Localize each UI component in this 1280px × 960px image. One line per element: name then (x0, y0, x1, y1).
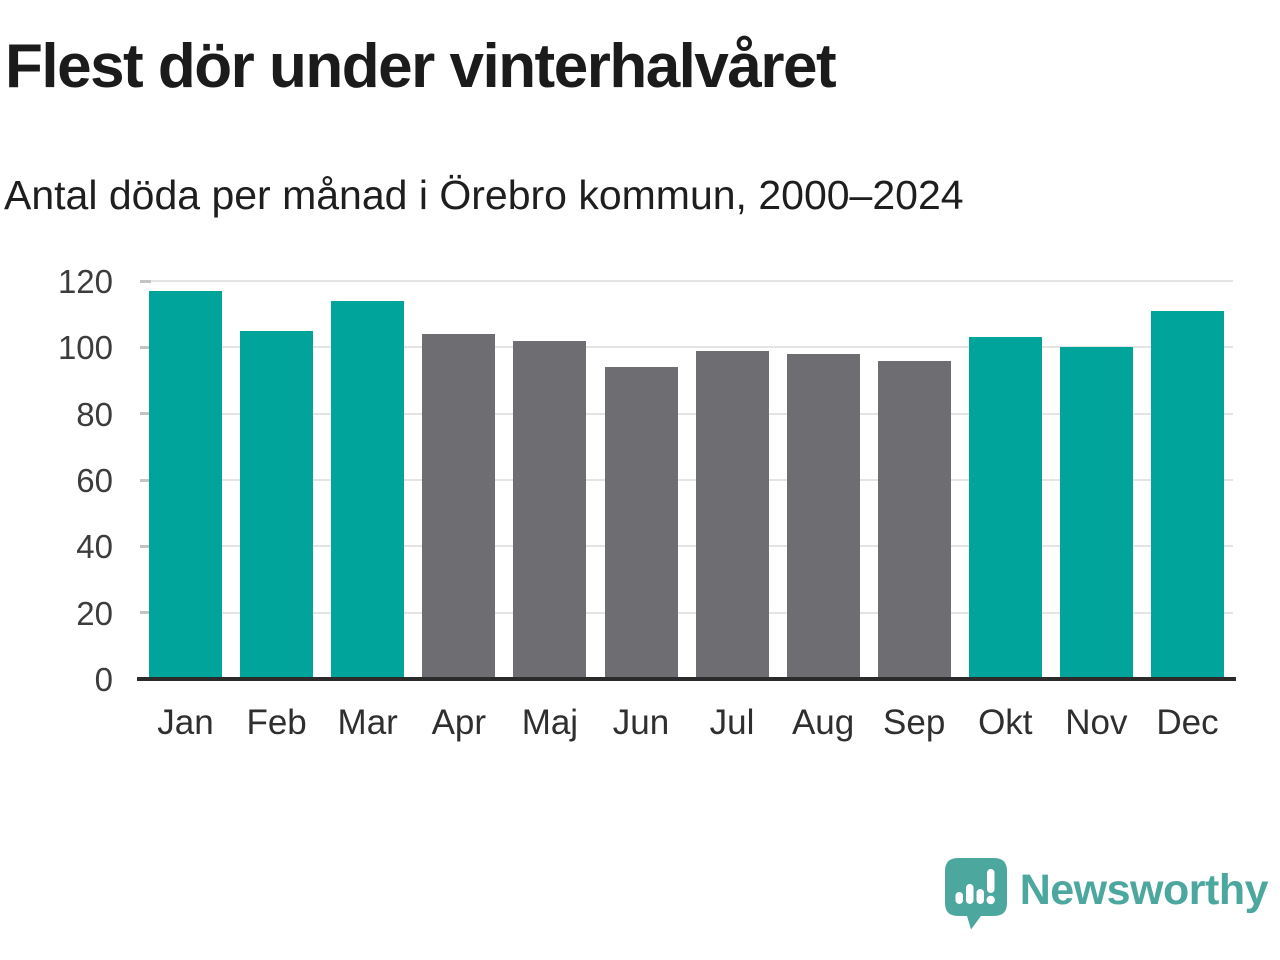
logo-bar-2 (965, 884, 974, 904)
bar-aug (786, 354, 860, 679)
x-axis-label-jan: Jan (157, 703, 214, 742)
y-axis-tick-100 (140, 345, 151, 349)
x-axis-label-okt: Okt (978, 703, 1033, 742)
y-axis-label-40: 40 (76, 528, 113, 566)
y-axis-label-60: 60 (76, 462, 113, 499)
bar-dec (1151, 310, 1224, 679)
bar-maj (513, 340, 587, 679)
bar-feb (240, 330, 314, 679)
chart-title: Flest dör under vinterhalvåret (5, 32, 837, 101)
gridline-20 (140, 611, 1233, 614)
bar-mar (331, 300, 405, 679)
x-axis-label-feb: Feb (246, 703, 307, 742)
bar-jun (604, 367, 678, 679)
chart-subtitle: Antal döda per månad i Örebro kommun, 20… (4, 172, 964, 218)
x-axis-label-dec: Dec (1156, 703, 1219, 742)
x-axis-label-jun: Jun (612, 703, 670, 742)
y-axis-tick-80 (140, 412, 151, 416)
bar-apr (422, 334, 496, 679)
publisher-logo: Newsworthy (944, 858, 1269, 930)
y-axis-tick-60 (140, 478, 151, 482)
logo-bar-1 (955, 892, 963, 904)
gridline-100 (140, 346, 1233, 349)
gridline-80 (140, 412, 1233, 415)
x-axis-label-jul: Jul (709, 703, 755, 742)
y-axis-label-100: 100 (57, 329, 113, 367)
y-axis-label-120: 120 (57, 263, 113, 300)
x-axis-label-maj: Maj (521, 703, 579, 742)
y-axis-tick-20 (140, 611, 151, 615)
y-axis-label-0: 0 (94, 661, 113, 698)
gridline-120 (140, 280, 1233, 282)
plot-area (140, 279, 1233, 679)
bar-nov (1059, 347, 1133, 679)
y-axis-tick-120 (140, 279, 151, 283)
y-axis-tick-40 (140, 544, 151, 548)
logo-bar-3 (976, 889, 984, 904)
y-axis-label-80: 80 (76, 395, 113, 433)
x-axis-label-mar: Mar (337, 703, 398, 742)
x-axis-label-apr: Apr (431, 703, 487, 742)
bar-sep (877, 360, 951, 679)
newsworthy-logo-text: Newsworthy (1019, 865, 1269, 914)
logo-exclamation-dot (986, 895, 995, 905)
y-axis-label-20: 20 (76, 594, 113, 632)
newsworthy-logo-icon (944, 858, 1007, 930)
gridline-40 (140, 545, 1233, 548)
x-axis-label-aug: Aug (791, 703, 855, 742)
x-axis-label-nov: Nov (1065, 703, 1128, 742)
speech-bubble-shape (944, 858, 1007, 930)
x-axis-label-sep: Sep (883, 703, 946, 742)
bar-okt (968, 337, 1042, 679)
logo-exclamation-bar (986, 869, 995, 893)
gridline-60 (140, 479, 1233, 481)
bar-jul (695, 350, 769, 679)
x-axis-line (137, 677, 1236, 681)
bar-jan (149, 290, 222, 679)
